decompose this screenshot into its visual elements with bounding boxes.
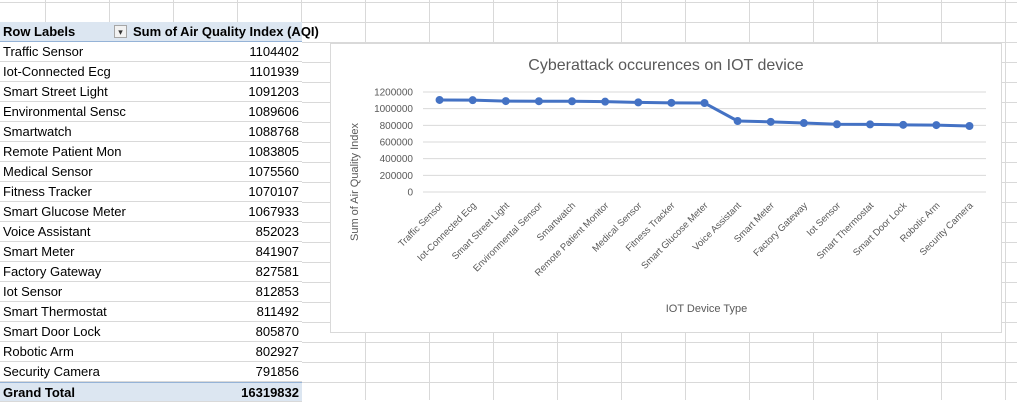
pivot-row-label: Smartwatch: [3, 124, 72, 139]
data-point: [435, 95, 444, 104]
pivot-row-value: 811492: [256, 304, 299, 319]
filter-dropdown-icon[interactable]: ▾: [114, 25, 127, 38]
pivot-row[interactable]: Iot Sensor 812853: [0, 282, 302, 302]
pivot-row-value: 1075560: [248, 164, 299, 179]
pivot-row-label: Voice Assistant: [3, 224, 91, 239]
y-tick-label: 200000: [380, 171, 414, 182]
pivot-row-label: Security Camera: [3, 364, 100, 379]
data-point: [568, 97, 577, 106]
grand-total-value: 16319832: [241, 385, 299, 400]
pivot-row-value: 1089606: [248, 104, 299, 119]
data-point: [601, 97, 610, 106]
pivot-row-label: Smart Glucose Meter: [3, 204, 126, 219]
pivot-row[interactable]: Smart Door Lock 805870: [0, 322, 302, 342]
pivot-row[interactable]: Factory Gateway 827581: [0, 262, 302, 282]
pivot-row-label: Smart Meter: [3, 244, 75, 259]
pivot-row-label: Iot Sensor: [3, 284, 63, 299]
pivot-row[interactable]: Smart Street Light 1091203: [0, 82, 302, 102]
data-point: [866, 120, 875, 129]
pivot-row[interactable]: Environmental Sensc 1089606: [0, 102, 302, 122]
pivot-row-value: 1104402: [249, 44, 299, 59]
y-tick-label: 0: [407, 188, 413, 199]
pivot-row-label: Smart Thermostat: [3, 304, 107, 319]
data-point: [799, 119, 808, 128]
data-point: [932, 121, 941, 130]
data-point: [700, 99, 709, 108]
x-axis-title: IOT Device Type: [666, 303, 748, 315]
pivot-row-value: 852023: [255, 224, 299, 239]
x-tick-label: Smart Street Light: [450, 200, 512, 262]
pivot-row-value: 1067933: [248, 204, 299, 219]
pivot-row-label: Traffic Sensor: [3, 44, 84, 59]
pivot-row-label: Robotic Arm: [3, 344, 74, 359]
pivot-row-value: 1091203: [248, 84, 299, 99]
data-point: [534, 97, 543, 106]
pivot-row-label: Environmental Sensc: [3, 104, 126, 119]
pivot-row-label: Smart Street Light: [3, 84, 108, 99]
pivot-row-value: 841907: [255, 244, 299, 259]
pivot-row-label: Factory Gateway: [3, 264, 102, 279]
pivot-row-label: Remote Patient Mon: [3, 144, 122, 159]
sum-aqi-header[interactable]: Sum of Air Quality Index (AQI): [133, 24, 319, 39]
chart-title: Cyberattack occurences on IOT device: [528, 57, 804, 74]
y-tick-label: 800000: [380, 121, 414, 132]
pivot-row-label: Medical Sensor: [3, 164, 93, 179]
y-tick-label: 1200000: [374, 88, 413, 99]
data-point: [733, 116, 742, 125]
y-tick-label: 1000000: [374, 104, 413, 115]
pivot-row[interactable]: Iot-Connected Ecg 1101939: [0, 62, 302, 82]
pivot-row[interactable]: Fitness Tracker 1070107: [0, 182, 302, 202]
pivot-row[interactable]: Medical Sensor 1075560: [0, 162, 302, 182]
grand-total-label: Grand Total: [3, 385, 75, 400]
pivot-row-value: 1070107: [248, 184, 299, 199]
row-labels-header[interactable]: Row Labels: [3, 24, 76, 39]
pivot-row-value: 1083805: [248, 144, 299, 159]
data-point: [468, 96, 477, 105]
pivot-row[interactable]: Robotic Arm 802927: [0, 342, 302, 362]
x-tick-label: Smart Thermostat: [815, 200, 877, 262]
pivot-row[interactable]: Security Camera 791856: [0, 362, 302, 382]
grand-total-row[interactable]: Grand Total 16319832: [0, 382, 302, 402]
pivot-row[interactable]: Voice Assistant 852023: [0, 222, 302, 242]
data-point: [766, 117, 775, 126]
pivot-row-value: 802927: [255, 344, 299, 359]
pivot-row-label: Iot-Connected Ecg: [3, 64, 111, 79]
pivot-row[interactable]: Traffic Sensor 1104402: [0, 42, 302, 62]
pivot-row[interactable]: Remote Patient Mon 1083805: [0, 142, 302, 162]
data-point: [832, 120, 841, 129]
data-point: [667, 98, 676, 107]
pivot-row[interactable]: Smartwatch 1088768: [0, 122, 302, 142]
x-tick-label: Iot-Connected Ecg: [415, 200, 478, 263]
pivot-row-value: 791856: [255, 364, 299, 379]
y-axis-title: Sum of Air Quality Index: [349, 123, 361, 241]
data-point: [634, 98, 643, 107]
pivot-table: Row Labels ▾ Sum of Air Quality Index (A…: [0, 22, 319, 402]
y-tick-label: 400000: [380, 154, 414, 165]
chart-plot: 120000010000008000006000004000002000000T…: [349, 88, 986, 315]
pivot-row-value: 827581: [255, 264, 299, 279]
line-chart[interactable]: Cyberattack occurences on IOT device 120…: [330, 43, 1002, 333]
data-point: [965, 122, 974, 131]
pivot-row-value: 812853: [255, 284, 299, 299]
data-point: [899, 120, 908, 129]
pivot-row-value: 1101939: [249, 64, 299, 79]
pivot-header-row: Row Labels ▾ Sum of Air Quality Index (A…: [0, 22, 319, 42]
data-point: [501, 97, 510, 106]
pivot-row-label: Smart Door Lock: [3, 324, 101, 339]
pivot-row[interactable]: Smart Meter 841907: [0, 242, 302, 262]
pivot-row-value: 1088768: [248, 124, 299, 139]
pivot-row[interactable]: Smart Thermostat 811492: [0, 302, 302, 322]
pivot-row-value: 805870: [255, 324, 299, 339]
pivot-row-label: Fitness Tracker: [3, 184, 92, 199]
y-tick-label: 600000: [380, 138, 414, 149]
pivot-row[interactable]: Smart Glucose Meter 1067933: [0, 202, 302, 222]
